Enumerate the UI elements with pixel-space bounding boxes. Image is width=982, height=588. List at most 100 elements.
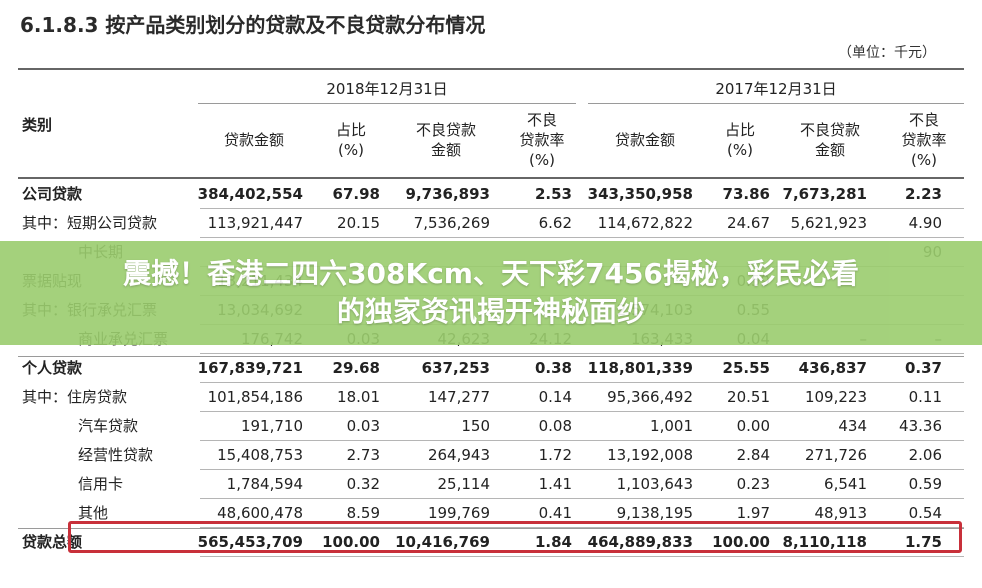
table-cell: 1,103,643 <box>616 475 693 493</box>
table-cell: 67.98 <box>332 185 380 203</box>
row-divider <box>200 237 964 238</box>
col-header-2018-loan-amount: 贷款金额 <box>223 131 284 149</box>
table-cell: 434 <box>838 417 867 435</box>
table-cell: 0.38 <box>534 359 572 377</box>
table-cell: 8,110,118 <box>782 533 867 551</box>
col-header-2017-share: 占比 (%) <box>724 121 755 159</box>
col-header-2018-share: 占比 (%) <box>335 121 366 159</box>
table-cell: 5,621,923 <box>790 214 867 232</box>
table-cell: 637,253 <box>421 359 490 377</box>
table-cell: 10,416,769 <box>395 533 490 551</box>
table-cell: 15,408,753 <box>217 446 303 464</box>
table-cell: 0.03 <box>346 417 380 435</box>
table-cell: 25.55 <box>722 359 770 377</box>
table-cell: 1,001 <box>650 417 693 435</box>
table-cell: 43.36 <box>899 417 942 435</box>
table-cell: 113,921,447 <box>207 214 303 232</box>
table-cell: 343,350,958 <box>587 185 693 203</box>
table-cell: 199,769 <box>427 504 490 522</box>
period-2018: 2018年12月31日 <box>326 80 448 98</box>
highlight-box-other-row <box>68 521 962 553</box>
table-cell: 100.00 <box>712 533 770 551</box>
table-cell: 29.68 <box>332 359 380 377</box>
row-divider <box>200 527 964 528</box>
category-header: 类别 <box>22 116 53 134</box>
table-cell: 2.73 <box>346 446 380 464</box>
row-label: 经营性贷款 <box>78 446 154 464</box>
row-label: 个人贷款 <box>22 359 83 377</box>
table-cell: 1.75 <box>904 533 942 551</box>
table-cell: 6.62 <box>538 214 572 232</box>
table-cell: 147,277 <box>427 388 490 406</box>
table-cell: 2.23 <box>904 185 942 203</box>
table-cell: 109,223 <box>804 388 867 406</box>
table-row: 个人贷款 167,839,721 29.68 637,253 0.38 118,801,3… <box>0 354 982 383</box>
table-row: 汽车贷款 191,710 0.03 150 0.08 1,001 0.00 434 43.36 <box>0 412 982 441</box>
table-row: 贷款总额 565,453,709 100.00 10,416,769 1.84 464,8… <box>0 528 982 557</box>
table-cell: 101,854,186 <box>207 388 303 406</box>
table-cell: 100.00 <box>322 533 380 551</box>
table-cell: 7,536,269 <box>413 214 490 232</box>
table-cell: 384,402,554 <box>197 185 303 203</box>
row-divider <box>200 556 964 557</box>
table-cell: 0.00 <box>736 417 770 435</box>
col-header-2017-npl-amount: 不良贷款 金额 <box>799 121 860 159</box>
banner-line-2: 的独家资讯揭开神秘面纱 <box>336 295 645 328</box>
table-cell: 6,541 <box>824 475 867 493</box>
table-cell: 20.15 <box>337 214 380 232</box>
table-row: 其他 48,600,478 8.59 199,769 0.41 9,138,195 1.97… <box>0 499 982 528</box>
banner-line-1: 震撼！香港二四六308Kcm、天下彩7456揭秘，彩民必看 <box>123 257 859 290</box>
table-row: 其中：住房贷款 101,854,186 18.01 147,277 0.14 95,366… <box>0 383 982 412</box>
table-cell: 0.23 <box>736 475 770 493</box>
row-divider <box>200 440 964 441</box>
overlay-banner[interactable]: 震撼！香港二四六308Kcm、天下彩7456揭秘，彩民必看 的独家资讯揭开神秘面… <box>0 241 982 345</box>
period-2017: 2017年12月31日 <box>715 80 837 98</box>
table-row: 经营性贷款 15,408,753 2.73 264,943 1.72 13,192,008… <box>0 441 982 470</box>
table-cell: 565,453,709 <box>197 533 303 551</box>
table-cell: 150 <box>461 417 490 435</box>
table-cell: 18.01 <box>337 388 380 406</box>
page-title: 6.1.8.3 按产品类别划分的贷款及不良贷款分布情况 <box>20 13 486 37</box>
row-divider <box>200 469 964 470</box>
table-cell: 464,889,833 <box>587 533 693 551</box>
table-cell: 73.86 <box>722 185 770 203</box>
table-cell: 1.84 <box>534 533 572 551</box>
section-rule <box>18 528 964 529</box>
table-cell: 9,138,195 <box>616 504 693 522</box>
table-cell: 2.06 <box>908 446 942 464</box>
row-divider <box>200 208 964 209</box>
table-cell: 2.84 <box>736 446 770 464</box>
table-cell: 436,837 <box>798 359 867 377</box>
table-cell: 0.32 <box>346 475 380 493</box>
table-cell: 48,600,478 <box>217 504 303 522</box>
period-rule-2018 <box>198 103 576 104</box>
row-label: 其中：短期公司贷款 <box>22 214 158 232</box>
header-bottom-rule <box>18 177 964 179</box>
table-cell: 2.53 <box>534 185 572 203</box>
table-top-rule <box>18 68 964 70</box>
col-header-2018-npl-ratio: 不良 贷款率 (%) <box>519 111 565 169</box>
row-divider <box>200 382 964 383</box>
table-cell: 0.11 <box>908 388 942 406</box>
row-label: 信用卡 <box>78 475 124 493</box>
table-cell: 271,726 <box>804 446 867 464</box>
col-header-2018-npl-amount: 不良贷款 金额 <box>415 121 476 159</box>
row-label: 汽车贷款 <box>78 417 139 435</box>
table-cell: 1.97 <box>736 504 770 522</box>
table-cell: 0.54 <box>908 504 942 522</box>
table-cell: 1.41 <box>538 475 572 493</box>
table-cell: 24.67 <box>727 214 770 232</box>
table-cell: 0.41 <box>538 504 572 522</box>
row-divider <box>200 353 964 354</box>
table-cell: 95,366,492 <box>607 388 693 406</box>
table-cell: 25,114 <box>437 475 491 493</box>
row-label: 其中：住房贷款 <box>22 388 128 406</box>
table-cell: 0.14 <box>538 388 572 406</box>
table-cell: 7,673,281 <box>782 185 867 203</box>
table-cell: 0.59 <box>908 475 942 493</box>
table-cell: 167,839,721 <box>197 359 303 377</box>
table-cell: 114,672,822 <box>597 214 693 232</box>
period-rule-2017 <box>588 103 964 104</box>
table-cell: 1.72 <box>538 446 572 464</box>
table-cell: 118,801,339 <box>587 359 693 377</box>
